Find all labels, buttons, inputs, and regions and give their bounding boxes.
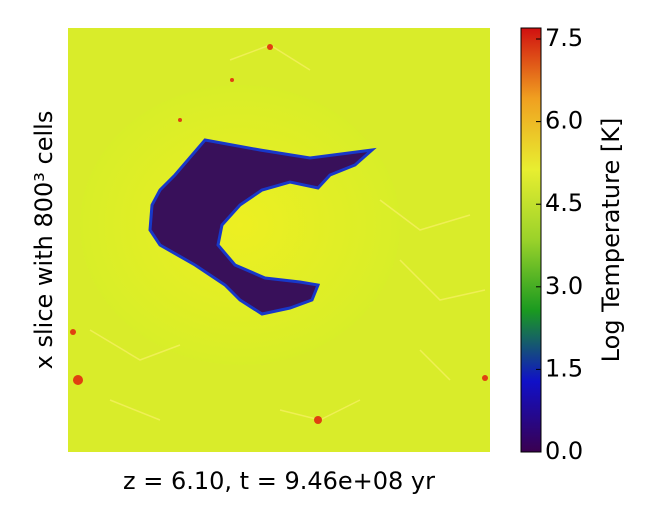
colorbar	[520, 27, 542, 453]
colorbar-tick-label: 6.0	[545, 107, 583, 135]
colorbar-tick-label: 3.0	[545, 272, 583, 300]
y-label: x slice with 800³ cells	[30, 111, 58, 370]
slice-image	[68, 28, 490, 452]
colorbar-tick-label: 4.5	[545, 189, 583, 217]
colorbar-tick-label: 7.5	[545, 24, 583, 52]
colorbar-tick-label: 0.0	[545, 437, 583, 465]
colorbar-tick-label: 1.5	[545, 354, 583, 382]
colorbar-label: Log Temperature [K]	[597, 118, 625, 363]
x-label: z = 6.10, t = 9.46e+08 yr	[123, 467, 435, 495]
